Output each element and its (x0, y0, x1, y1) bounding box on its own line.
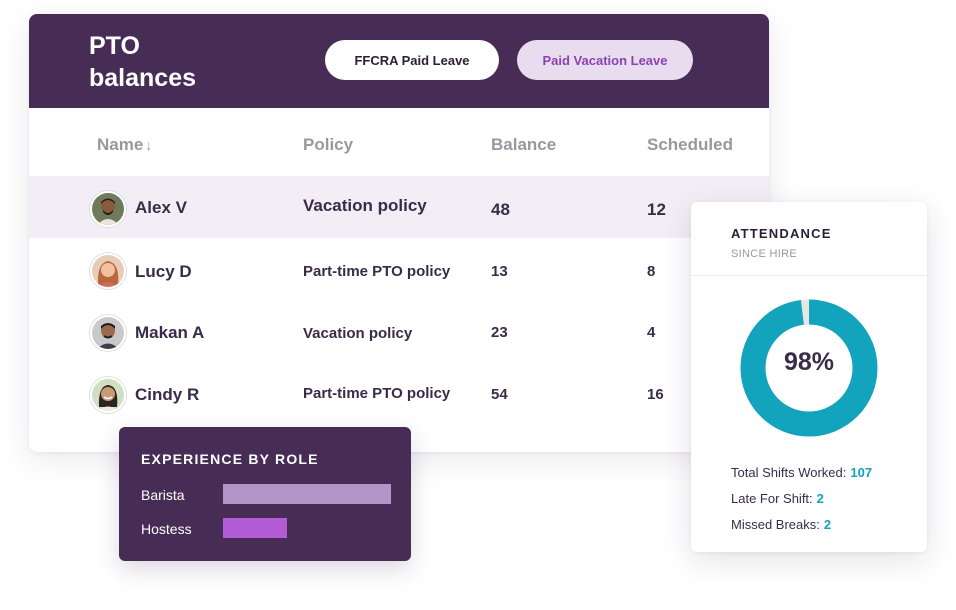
policy-name: Part-time PTO policy (303, 385, 451, 402)
table-row[interactable]: Cindy R Part-time PTO policy 54 16 (29, 364, 769, 426)
scheduled-value: 4 (647, 324, 656, 341)
policy-name: Vacation policy (303, 325, 413, 342)
role-label-hostess: Hostess (141, 521, 192, 537)
tab-ffcra-paid-leave[interactable]: FFCRA Paid Leave (325, 40, 499, 80)
role-bar-barista (223, 484, 391, 504)
scheduled-value: 12 (647, 200, 666, 219)
column-header-policy[interactable]: Policy (303, 135, 354, 154)
pto-balances-card: PTO balances FFCRA Paid Leave Paid Vacat… (29, 14, 769, 452)
divider (691, 275, 927, 276)
table-row[interactable]: Alex V Vacation policy 48 12 (29, 176, 769, 238)
attendance-card: ATTENDANCE SINCE HIRE 98% Total Shifts W… (691, 202, 927, 552)
policy-name: Part-time PTO policy (303, 263, 451, 280)
policy-name: Vacation policy (303, 196, 427, 215)
column-header-name[interactable]: Name ↓ (97, 135, 152, 155)
balance-value: 48 (491, 200, 510, 219)
stat-late-for-shift: Late For Shift: 2 (731, 491, 824, 506)
stat-total-shifts: Total Shifts Worked: 107 (731, 465, 872, 480)
balance-value: 13 (491, 263, 508, 280)
avatar (90, 253, 126, 289)
stat-label: Late For Shift: (731, 491, 813, 506)
role-label-barista: Barista (141, 487, 185, 503)
attendance-subtitle: SINCE HIRE (731, 248, 797, 260)
column-header-scheduled[interactable]: Scheduled (647, 135, 733, 154)
employee-name: Lucy D (135, 262, 192, 281)
stat-value: 2 (816, 491, 824, 506)
tab-paid-vacation-leave[interactable]: Paid Vacation Leave (517, 40, 693, 80)
avatar (90, 377, 126, 413)
stat-value: 2 (823, 517, 832, 532)
column-header-balance[interactable]: Balance (491, 135, 557, 154)
attendance-title: ATTENDANCE (731, 226, 832, 241)
experience-title: EXPERIENCE BY ROLE (141, 451, 319, 467)
table-row[interactable]: Lucy D Part-time PTO policy 13 8 (29, 240, 769, 302)
balance-value: 23 (491, 324, 508, 341)
employee-name: Cindy R (135, 385, 200, 404)
column-header-name-label: Name (97, 135, 144, 154)
table-row[interactable]: Makan A Vacation policy 23 4 (29, 302, 769, 364)
sort-down-arrow-icon: ↓ (145, 137, 153, 153)
avatar (90, 191, 126, 227)
donut-progress (740, 299, 878, 437)
role-bar-hostess (223, 518, 287, 538)
stat-value: 107 (850, 465, 873, 480)
employee-name: Makan A (135, 323, 205, 342)
pto-header: PTO balances FFCRA Paid Leave Paid Vacat… (29, 14, 769, 108)
employee-name: Alex V (135, 198, 187, 217)
attendance-percent: 98% (783, 348, 835, 376)
balance-value: 54 (491, 386, 508, 403)
stat-label: Total Shifts Worked: (731, 465, 847, 480)
stat-missed-breaks: Missed Breaks: 2 (731, 517, 831, 532)
scheduled-value: 8 (647, 263, 656, 280)
experience-by-role-card: EXPERIENCE BY ROLE Barista Hostess (119, 427, 411, 561)
avatar (90, 315, 126, 351)
attendance-donut-chart (740, 299, 878, 437)
scheduled-value: 16 (647, 386, 664, 403)
page-title: PTO balances (89, 32, 197, 92)
stat-label: Missed Breaks: (731, 517, 820, 532)
